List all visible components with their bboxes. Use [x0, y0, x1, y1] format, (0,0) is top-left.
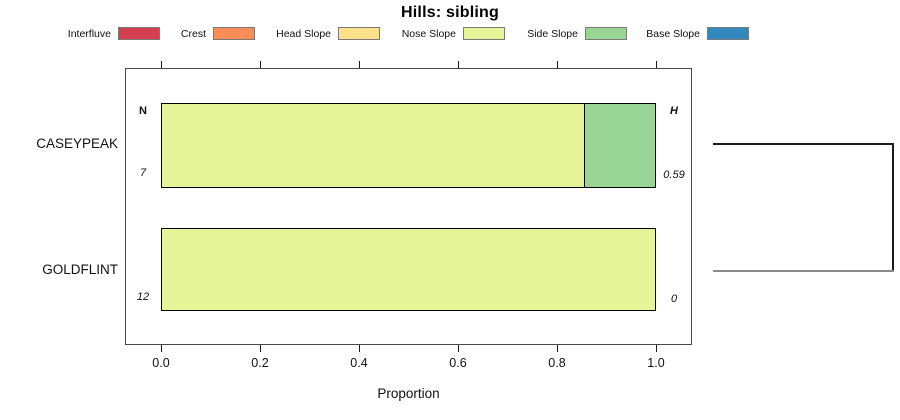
legend-label-crest: Crest [180, 28, 206, 40]
legend-label-base-slope: Base Slope [646, 28, 700, 40]
x-tick [260, 345, 261, 352]
x-tick [359, 61, 360, 68]
bar-caseypeak [161, 103, 656, 188]
x-tick-label: 0.6 [449, 356, 467, 370]
x-tick-label: 1.0 [647, 356, 665, 370]
legend-label-nose-slope: Nose Slope [401, 28, 456, 40]
x-tick [359, 345, 360, 352]
column-header-n: N [139, 105, 147, 117]
legend-swatch-side-slope [585, 27, 627, 40]
y-category-label-caseypeak: CASEYPEAK [36, 136, 118, 151]
legend-swatch-nose-slope [463, 27, 505, 40]
n-value-caseypeak: 7 [139, 167, 147, 179]
legend-label-interfluve: Interfluve [67, 28, 111, 40]
x-tick [557, 61, 558, 68]
column-header-h: H [670, 105, 678, 117]
legend-swatch-interfluve [118, 27, 160, 40]
legend-swatch-crest [213, 27, 255, 40]
dendrogram-branch-join [892, 143, 894, 272]
x-axis-title: Proportion [377, 386, 440, 401]
x-tick [557, 345, 558, 352]
legend-swatch-base-slope [707, 27, 749, 40]
x-tick [161, 61, 162, 68]
legend-swatch-head-slope [338, 27, 380, 40]
n-value-goldflint: 12 [136, 291, 150, 303]
x-tick-label: 0.8 [548, 356, 566, 370]
y-category-label-goldflint: GOLDFLINT [42, 262, 118, 277]
h-value-caseypeak: 0.59 [663, 169, 685, 181]
bar-segment-nose-slope [162, 229, 655, 310]
x-tick [161, 345, 162, 352]
x-tick-label: 0.4 [350, 356, 368, 370]
bar-segment-side-slope [583, 104, 655, 187]
x-tick [656, 345, 657, 352]
legend-label-side-slope: Side Slope [527, 28, 578, 40]
x-tick-label: 0.2 [251, 356, 269, 370]
x-tick [458, 345, 459, 352]
bar-goldflint [161, 228, 656, 311]
x-tick [260, 61, 261, 68]
h-value-goldflint: 0 [670, 293, 678, 305]
x-tick [458, 61, 459, 68]
legend-label-head-slope: Head Slope [276, 28, 331, 40]
x-tick [656, 61, 657, 68]
bar-segment-nose-slope [162, 104, 584, 187]
x-tick-label: 0.0 [152, 356, 170, 370]
dendrogram-branch-top [713, 143, 894, 145]
dendrogram-branch-bottom [713, 270, 894, 272]
chart-title: Hills: sibling [401, 4, 499, 21]
